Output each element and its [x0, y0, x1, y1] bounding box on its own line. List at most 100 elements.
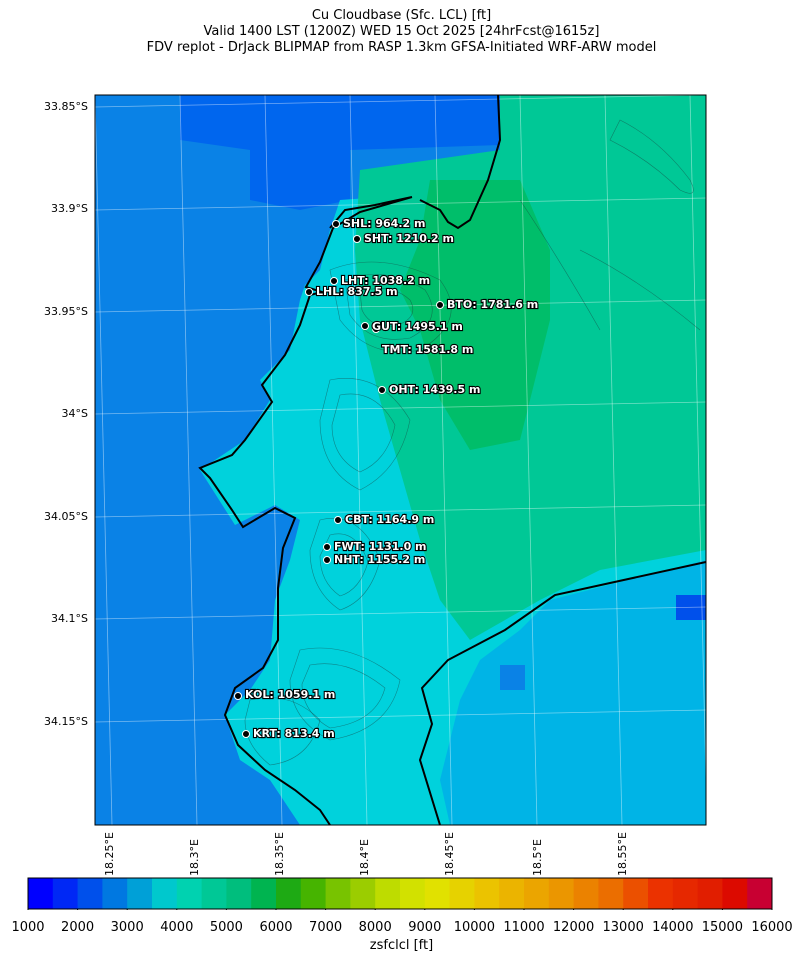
land-dark-patch [676, 595, 706, 620]
colorbar-swatch [226, 878, 252, 909]
colorbar-tick-label: 5000 [209, 920, 243, 935]
site-marker-nht[interactable]: NHT: 1155.2 m [323, 552, 426, 567]
colorbar-swatch [28, 878, 54, 909]
colorbar-tick-label: 14000 [652, 920, 694, 935]
colorbar-swatch [449, 878, 475, 909]
site-label: OHT: 1439.5 m [389, 383, 480, 396]
lat-label: 34.05°S [44, 510, 88, 523]
colorbar-swatch [77, 878, 103, 909]
colorbar-swatch [672, 878, 699, 909]
ocean-deep-region [180, 95, 500, 210]
site-marker-krt[interactable]: KRT: 813.4 m [242, 726, 336, 741]
chart-title: Cu Cloudbase (Sfc. LCL) [ft] [311, 8, 492, 23]
lat-label: 34.15°S [44, 715, 88, 728]
colorbar-title: zsfclcl [ft] [369, 938, 434, 953]
lon-label: 18.5°E [531, 839, 544, 876]
colorbar-swatch [375, 878, 401, 909]
colorbar-swatch [176, 878, 203, 909]
lat-label: 33.95°S [44, 305, 88, 318]
site-marker-lht[interactable]: LHT: 1038.2 m [330, 273, 431, 288]
colorbar-swatch [573, 878, 599, 909]
colorbar-swatch [325, 878, 351, 909]
chart-subtitle-model: FDV replot - DrJack BLIPMAP from RASP 1.… [146, 40, 657, 55]
colorbar-swatch [548, 878, 575, 909]
lat-axis: 33.85°S 33.9°S 33.95°S 34°S 34.05°S 34.1… [44, 100, 88, 728]
colorbar-tick-label: 6000 [259, 920, 293, 935]
colorbar-ticks [27, 909, 773, 910]
lon-label: 18.55°E [616, 832, 629, 876]
colorbar-swatch [102, 878, 128, 909]
coastline [198, 95, 706, 825]
site-marker-sht[interactable]: SHT: 1210.2 m [353, 231, 455, 246]
site-label: SHT: 1210.2 m [364, 232, 454, 245]
map-figure: 33.85°S 33.9°S 33.95°S 34°S 34.05°S 34.1… [27, 94, 773, 910]
colorbar-swatch [722, 878, 748, 909]
site-marker-tmt[interactable]: TMT: 1581.8 m [381, 342, 475, 357]
site-label: LHT: 1038.2 m [341, 274, 430, 287]
site-marker-oht[interactable]: OHT: 1439.5 m [378, 382, 482, 397]
map-area [95, 95, 706, 825]
site-label: CBT: 1164.9 m [345, 513, 434, 526]
colorbar-swatch [251, 878, 277, 909]
site-markers: SHL: 964.2 m SHT: 1210.2 m LHT: 1038.2 m… [234, 216, 539, 741]
colorbar-swatch [276, 878, 302, 909]
colorbar-swatch [623, 878, 649, 909]
colorbar [28, 878, 773, 909]
site-marker-shl[interactable]: SHL: 964.2 m [332, 216, 427, 231]
lon-label: 18.35°E [273, 832, 286, 876]
lon-label: 18.3°E [188, 839, 201, 876]
map-frame [94, 94, 707, 826]
lat-label: 34°S [62, 407, 88, 420]
site-marker-kol[interactable]: KOL: 1059.1 m [234, 687, 336, 702]
colorbar-swatch [747, 878, 773, 909]
colorbar-swatch [350, 878, 376, 909]
colorbar-swatch [127, 878, 153, 909]
colorbar-tick-label: 10000 [453, 920, 496, 935]
site-label: TMT: 1581.8 m [382, 343, 473, 356]
land-blue-southeast [440, 560, 706, 825]
lon-label: 18.4°E [358, 839, 371, 876]
colorbar-tick-label: 8000 [358, 920, 392, 935]
colorbar-swatch [400, 878, 426, 909]
colorbar-swatch [424, 878, 451, 909]
lon-label: 18.25°E [103, 832, 116, 876]
site-label: SHL: 964.2 m [343, 217, 425, 230]
land-green-region [400, 180, 550, 450]
site-marker-gut[interactable]: GUT: 1495.1 m [361, 319, 464, 334]
site-label: NHT: 1155.2 m [334, 553, 425, 566]
site-marker-bto[interactable]: BTO: 1781.6 m [436, 297, 539, 312]
colorbar-swatch [499, 878, 525, 909]
colorbar-tick-label: 15000 [701, 920, 744, 935]
lat-label: 33.85°S [44, 100, 88, 113]
colorbar-frame [27, 877, 773, 910]
site-label: KRT: 813.4 m [253, 727, 335, 740]
colorbar-tick-label: 9000 [408, 920, 442, 935]
lon-label: 18.45°E [443, 832, 456, 876]
chart-subtitle-valid: Valid 1400 LST (1200Z) WED 15 Oct 2025 [… [203, 24, 600, 39]
site-label: KOL: 1059.1 m [245, 688, 335, 701]
site-marker-lhl[interactable]: LHL: 837.5 m [305, 284, 399, 299]
colorbar-swatch [697, 878, 723, 909]
lat-label: 33.9°S [51, 202, 88, 215]
colorbar-swatch [598, 878, 624, 909]
site-label: FWT: 1131.0 m [334, 540, 427, 553]
terrain-contours [244, 119, 701, 766]
colorbar-swatch [201, 878, 227, 909]
site-label: LHL: 837.5 m [316, 285, 398, 298]
colorbar-tick-label: 7000 [309, 920, 343, 935]
site-label: GUT: 1495.1 m [372, 320, 463, 333]
colorbar-tick-label: 12000 [552, 920, 595, 935]
colorbar-tick-label: 11000 [503, 920, 545, 935]
site-marker-cbt[interactable]: CBT: 1164.9 m [334, 512, 435, 527]
colorbar-tick-label: 13000 [602, 920, 644, 935]
land-teal-north [525, 95, 706, 210]
colorbar-tick-label: 4000 [160, 920, 194, 935]
site-marker-fwt[interactable]: FWT: 1131.0 m [323, 539, 428, 554]
site-label: BTO: 1781.6 m [447, 298, 538, 311]
colorbar-tick-label: 2000 [61, 920, 95, 935]
colorbar-swatch [300, 878, 327, 909]
colorbar-swatch [524, 878, 550, 909]
colorbar-tick-label: 16000 [751, 920, 793, 935]
colorbar-tick-label: 3000 [110, 920, 144, 935]
colorbar-swatch [152, 878, 178, 909]
